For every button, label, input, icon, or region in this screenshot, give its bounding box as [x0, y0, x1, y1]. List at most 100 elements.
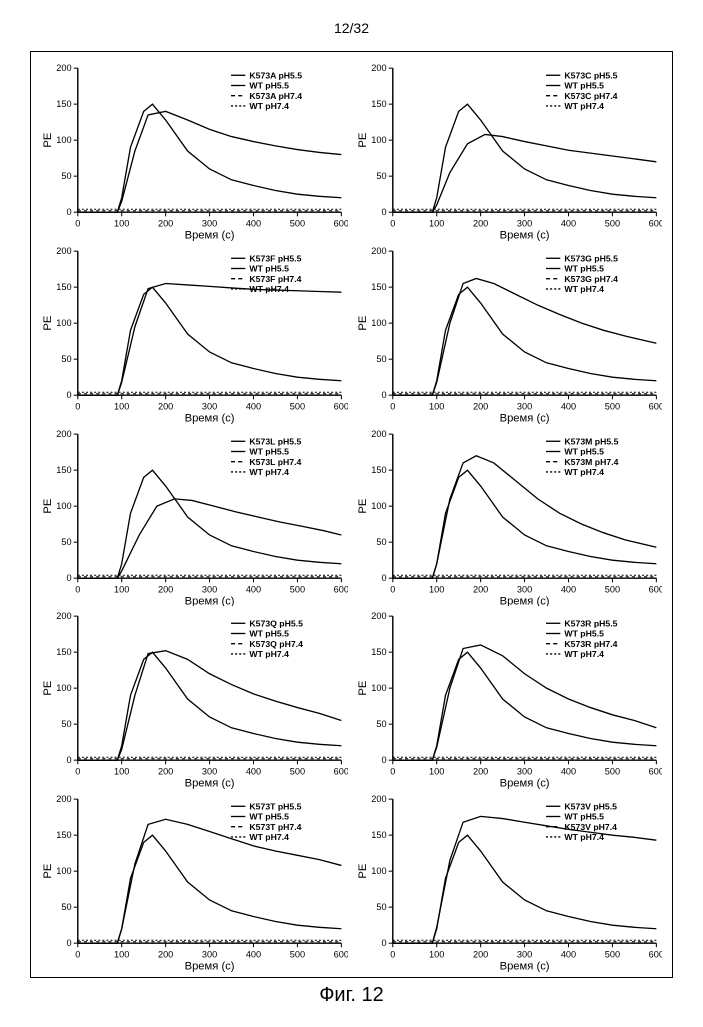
svg-text:50: 50: [61, 537, 71, 547]
svg-text:300: 300: [202, 401, 217, 411]
svg-text:50: 50: [376, 354, 386, 364]
svg-text:K573A pH7.4: K573A pH7.4: [249, 91, 302, 101]
svg-text:100: 100: [56, 501, 71, 511]
svg-text:200: 200: [371, 794, 386, 804]
svg-text:50: 50: [376, 720, 386, 730]
page-container: 12/32 0501001502000100200300400500600Вре…: [0, 0, 703, 1027]
svg-text:0: 0: [390, 767, 395, 777]
svg-text:400: 400: [246, 584, 261, 594]
svg-text:0: 0: [67, 756, 72, 766]
svg-text:Время (с): Время (с): [499, 961, 549, 972]
svg-text:600: 600: [648, 218, 662, 228]
svg-text:0: 0: [67, 207, 72, 217]
svg-text:500: 500: [604, 950, 619, 960]
svg-text:Время (с): Время (с): [185, 413, 235, 424]
svg-text:200: 200: [158, 767, 173, 777]
svg-text:50: 50: [376, 537, 386, 547]
chart-panel: 0501001502000100200300400500600Время (с)…: [41, 62, 348, 241]
svg-text:200: 200: [158, 584, 173, 594]
svg-text:150: 150: [371, 465, 386, 475]
svg-text:0: 0: [390, 401, 395, 411]
svg-text:WT pH7.4: WT pH7.4: [249, 467, 289, 477]
svg-text:200: 200: [56, 63, 71, 73]
svg-text:WT pH7.4: WT pH7.4: [564, 649, 604, 659]
svg-text:300: 300: [202, 584, 217, 594]
figure-caption: Фиг. 12: [30, 984, 673, 1007]
svg-text:100: 100: [429, 767, 444, 777]
chart-panel: 0501001502000100200300400500600Время (с)…: [356, 793, 663, 972]
svg-text:K573M pH5.5: K573M pH5.5: [564, 436, 618, 446]
svg-text:50: 50: [376, 902, 386, 912]
svg-text:WT pH7.4: WT pH7.4: [249, 284, 289, 294]
svg-text:100: 100: [56, 318, 71, 328]
svg-text:РЕ: РЕ: [42, 133, 54, 148]
svg-text:150: 150: [371, 282, 386, 292]
svg-text:300: 300: [202, 767, 217, 777]
svg-text:WT pH5.5: WT pH5.5: [249, 263, 289, 273]
svg-text:0: 0: [381, 756, 386, 766]
svg-text:Время (с): Время (с): [499, 413, 549, 424]
svg-text:K573R pH5.5: K573R pH5.5: [564, 619, 617, 629]
svg-text:150: 150: [56, 99, 71, 109]
chart-panel: 0501001502000100200300400500600Время (с)…: [356, 610, 663, 789]
svg-text:K573Q pH5.5: K573Q pH5.5: [249, 619, 303, 629]
svg-text:WT pH5.5: WT pH5.5: [564, 263, 604, 273]
svg-text:50: 50: [376, 171, 386, 181]
svg-text:150: 150: [56, 465, 71, 475]
svg-text:100: 100: [371, 135, 386, 145]
svg-text:Время (с): Время (с): [499, 778, 549, 789]
svg-text:500: 500: [604, 767, 619, 777]
svg-text:400: 400: [560, 950, 575, 960]
svg-text:150: 150: [56, 830, 71, 840]
svg-text:200: 200: [56, 246, 71, 256]
svg-text:100: 100: [114, 950, 129, 960]
svg-text:400: 400: [560, 218, 575, 228]
svg-text:600: 600: [334, 950, 348, 960]
svg-text:WT pH7.4: WT pH7.4: [564, 101, 604, 111]
svg-text:WT pH5.5: WT pH5.5: [564, 81, 604, 91]
svg-text:300: 300: [516, 218, 531, 228]
svg-text:K573G pH7.4: K573G pH7.4: [564, 274, 618, 284]
svg-text:150: 150: [56, 282, 71, 292]
svg-text:100: 100: [371, 501, 386, 511]
svg-text:150: 150: [56, 648, 71, 658]
svg-text:200: 200: [472, 401, 487, 411]
svg-text:0: 0: [75, 950, 80, 960]
chart-panel: 0501001502000100200300400500600Время (с)…: [356, 245, 663, 424]
svg-text:K573L pH5.5: K573L pH5.5: [249, 436, 301, 446]
svg-text:600: 600: [334, 401, 348, 411]
svg-text:300: 300: [516, 584, 531, 594]
chart-panel: 0501001502000100200300400500600Время (с)…: [41, 245, 348, 424]
svg-text:K573F pH5.5: K573F pH5.5: [249, 253, 301, 263]
svg-text:K573A pH5.5: K573A pH5.5: [249, 70, 302, 80]
svg-text:РЕ: РЕ: [42, 864, 54, 879]
svg-text:Время (с): Время (с): [185, 778, 235, 789]
svg-text:100: 100: [56, 866, 71, 876]
page-number: 12/32: [30, 20, 673, 36]
svg-text:0: 0: [67, 390, 72, 400]
svg-text:200: 200: [158, 950, 173, 960]
svg-text:200: 200: [371, 429, 386, 439]
svg-text:300: 300: [516, 767, 531, 777]
svg-text:100: 100: [56, 135, 71, 145]
svg-text:0: 0: [381, 207, 386, 217]
svg-text:Время (с): Время (с): [499, 595, 549, 606]
svg-text:0: 0: [390, 584, 395, 594]
svg-text:K573M pH7.4: K573M pH7.4: [564, 456, 618, 466]
svg-text:300: 300: [202, 218, 217, 228]
chart-panel: 0501001502000100200300400500600Время (с)…: [356, 62, 663, 241]
svg-text:50: 50: [61, 902, 71, 912]
svg-text:200: 200: [158, 218, 173, 228]
svg-text:150: 150: [371, 99, 386, 109]
svg-text:150: 150: [371, 648, 386, 658]
svg-text:0: 0: [75, 584, 80, 594]
svg-text:0: 0: [67, 938, 72, 948]
svg-text:500: 500: [604, 218, 619, 228]
svg-text:0: 0: [381, 573, 386, 583]
svg-text:500: 500: [290, 767, 305, 777]
svg-text:200: 200: [371, 246, 386, 256]
svg-text:K573L pH7.4: K573L pH7.4: [249, 456, 301, 466]
svg-text:50: 50: [61, 171, 71, 181]
svg-text:РЕ: РЕ: [357, 681, 369, 696]
svg-text:200: 200: [56, 429, 71, 439]
